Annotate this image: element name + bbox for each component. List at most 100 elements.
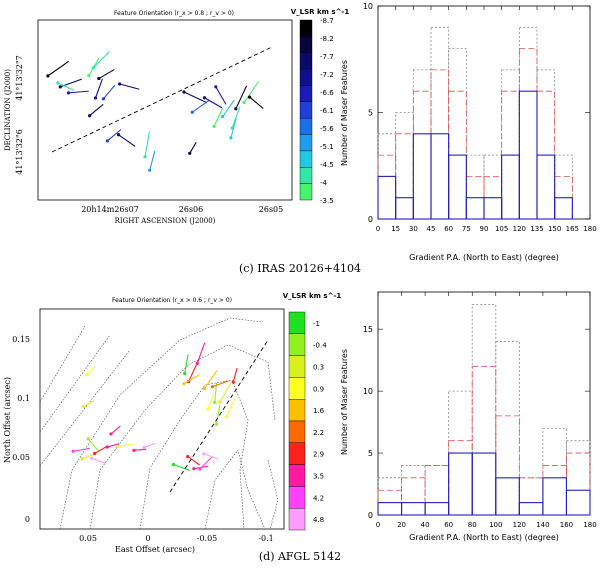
panel-c-colorbar-swatch [299,36,313,53]
panel-c-maser-feature [116,133,136,147]
panel-d-gradient-vector [94,445,108,454]
panel-c-maser-feature [188,142,197,155]
panel-c-colorbar: -8.7 -8.2 -7.7 -7.2 -6.6 -6.1 -5.6 -5.1 -4.5 -4 -3… [299,17,334,205]
panel-c-colorbar-title: V_LSR km s^-1 [291,8,350,16]
panel-c-feature-dot [105,139,109,143]
panel-c-colorbar-label: -4 [320,179,328,187]
panel-d-gradient-vector [83,400,95,408]
panel-d-maser-feature [224,398,235,419]
panel-d-hist-bar [448,440,473,516]
panel-c-hist-bar [448,154,467,220]
panel-d-maser-feature [231,367,238,384]
panel-c-colorbar-label: -8.2 [320,35,334,43]
panel-c-maser-feature [56,81,75,91]
panel-d-feature-dot [85,373,89,377]
panel-c-gradient-vector [107,129,122,142]
panel-d-hist-bar [424,465,450,516]
panel-d-feature-dot [90,456,94,460]
panel-c-hist-bar [395,112,414,220]
panel-c-maser-feature [88,103,104,118]
panel-d-gradient-vector [196,342,206,364]
panel-c-maser-feature [248,95,264,109]
panel-c-maser-feature [101,84,116,101]
panel-c-maser-feature [212,107,224,129]
panel-c-hist-bar [412,133,432,220]
panel-c-feature-dot [202,96,207,100]
panel-d-scatter: Feature Orientation (r_x > 0.6 ; r_v > 0… [3,292,341,554]
panel-c-hist-xlabel: Gradient P.A. (North to East) (degree) [409,253,559,262]
panel-d-feature-dot [171,462,176,467]
panel-c-maser-feature [190,100,210,114]
panel-c-feature-dot [88,114,92,118]
panel-d-hist-bar [377,477,402,516]
panel-d-xtick-2: 0 [145,534,150,543]
panel-d-gradient-vector [232,367,238,383]
panel-d-gradient-vector [173,463,190,471]
panel-d-feature-dot [202,386,207,390]
panel-c-feature-dot [188,151,192,155]
panel-c-outflow-line [51,46,273,153]
panel-c-xtick-1: 20h14m26s07 [81,205,139,214]
panel-d-feature-dot [132,448,136,452]
panel-c-colorbar-swatch [299,68,313,86]
panel-c-hist-bar [536,69,556,220]
panel-c-hist-bar [483,154,503,220]
panel-d-feature-dot [93,451,97,456]
panel-c-hist-xtick-label: 60 [444,225,453,233]
panel-d-gradient-vector [133,448,147,451]
panel-d-feature-dot [182,382,186,386]
panel-d-colorbar-label: 2.9 [313,451,324,459]
panel-c-feature-dot [101,97,106,101]
panel-c-gradient-vector [119,83,140,90]
panel-d-colorbar-label: 0.3 [313,364,324,372]
panel-d-contours [39,317,279,530]
panel-c-hist-ytick-label: 5 [368,109,373,118]
panel-c-feature-dot [143,155,147,159]
panel-c-maser-feature [58,78,82,89]
panel-d-gradient-vector [87,438,100,453]
panel-c-colorbar-label: -6.1 [320,107,334,115]
panel-c-maser-feature [118,82,140,90]
panel-c-maser-feature [242,81,260,105]
panel-d-hist-ytick-label: 10 [363,387,373,396]
panel-c-hist-bar [395,197,414,220]
panel-c-colorbar-swatch [299,85,313,103]
panel-d-colorbar-swatch [288,377,306,400]
panel-d-hist-bar [542,427,567,516]
panel-c-hist-bar [412,90,432,220]
panel-c-gradient-vector [89,103,104,117]
panel-c-feature-dot [221,114,225,119]
panel-d-feature-dot [214,422,219,426]
panel-c-hist-xtick-label: 90 [480,225,489,233]
panel-c-colorbar-swatch [299,101,313,119]
panel-d-hist-bar [495,477,520,516]
panel-d-ylabel: North Offset (arcsec) [3,377,12,463]
panel-d-hist-bar [401,465,426,516]
panel-d-maser-feature [218,382,232,404]
panel-c-gradient-vector [204,97,223,109]
panel-d-hist-ylabel: Number of Maser Features [340,349,349,455]
panel-c-hist-bar [554,197,573,220]
panel-c-feature-dot [229,136,233,140]
panel-c-feature-dot [234,107,238,111]
panel-d-colorbar: -1 -0.4 0.3 0.9 1.6 2.2 2.9 3.5 4.2 4.8 [288,311,327,531]
panel-c-feature-dot [97,76,101,81]
panel-c-scatter: Feature Orientation (r_x > 0.8 ; r_v > 0… [4,8,349,225]
panel-d-hist-series-dotted [377,303,591,516]
panel-d-colorbar-swatch [288,508,306,531]
panel-d-colorbar-swatch [288,442,306,465]
panel-c-maser-feature [214,85,227,105]
panel-c-hist-xtick-label: 180 [583,225,596,233]
panel-d-feature-dot [71,449,75,453]
panel-d-hist-bar [566,440,591,516]
panel-c-hist-xtick-label: 105 [495,225,508,233]
panel-d-feature-dot [195,361,199,365]
panel-d-gradient-vector [207,393,215,410]
panel-c-feature-dot [46,74,50,78]
panel-c-feature-dot [58,85,62,89]
panel-c-feature-dot [93,96,98,100]
panel-d-hist-bar [401,477,426,516]
panel-c-hist-bar [483,197,503,220]
panel-d-feature-dot [198,467,202,471]
panel-d-xlabel: East Offset (arcsec) [115,545,195,554]
